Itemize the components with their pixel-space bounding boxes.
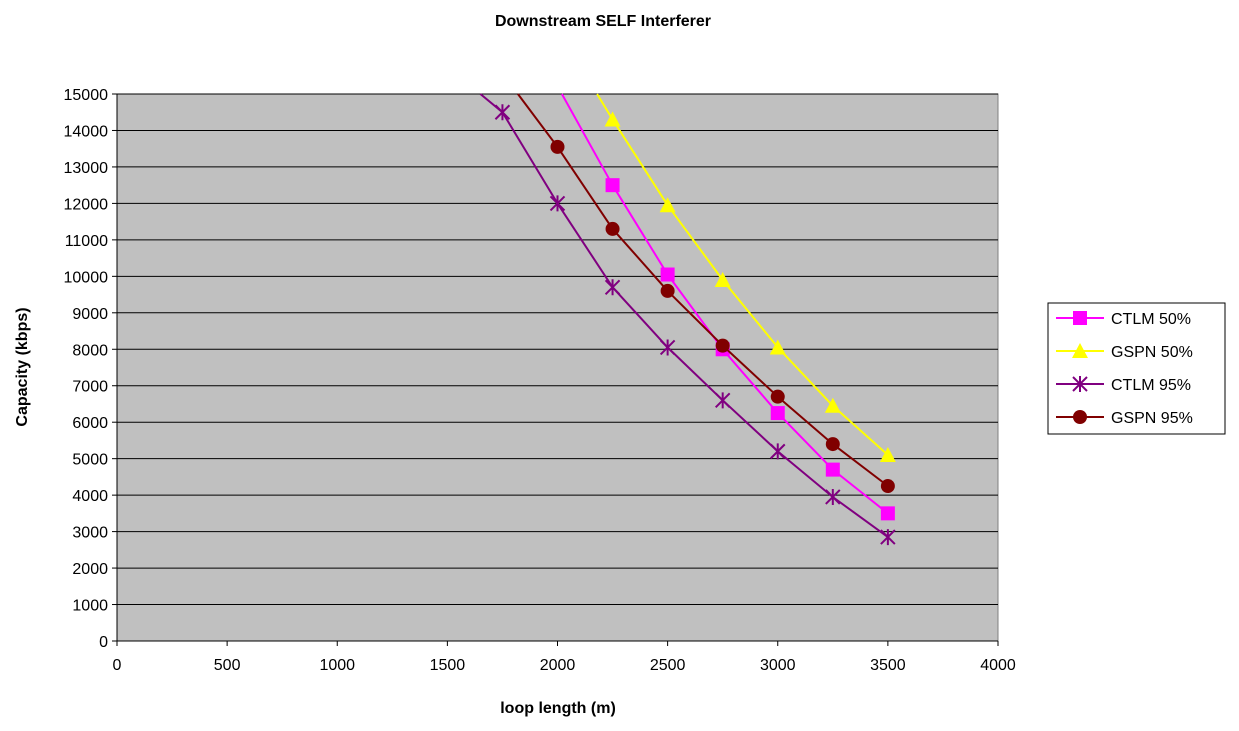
y-tick-label: 12000 <box>64 196 109 213</box>
y-tick-label: 3000 <box>72 525 108 542</box>
plot-area <box>116 93 999 642</box>
legend-label: GSPN 95% <box>1111 410 1193 427</box>
x-axis-label: loop length (m) <box>500 700 616 717</box>
data-point <box>605 178 620 193</box>
data-point <box>825 462 840 477</box>
legend-marker <box>1073 311 1087 325</box>
y-tick-label: 8000 <box>72 342 108 359</box>
legend-label: CTLM 95% <box>1111 377 1191 394</box>
legend-marker <box>1073 410 1087 424</box>
data-point <box>880 506 895 521</box>
y-tick-label: 0 <box>99 634 108 651</box>
data-point <box>494 104 511 121</box>
data-point <box>604 279 621 296</box>
data-point <box>549 195 566 212</box>
y-tick-label: 1000 <box>72 598 108 615</box>
data-point <box>769 339 786 355</box>
x-tick-label: 3500 <box>870 657 906 674</box>
data-point <box>715 338 730 353</box>
data-point <box>660 267 675 282</box>
x-tick-label: 2000 <box>540 657 576 674</box>
legend-label: GSPN 50% <box>1111 344 1193 361</box>
data-point <box>825 437 840 452</box>
y-axis-label: Capacity (kbps) <box>14 307 31 426</box>
data-point <box>770 443 786 460</box>
y-tick-label: 10000 <box>64 269 109 286</box>
y-tick-label: 11000 <box>65 233 108 250</box>
x-tick-label: 4000 <box>980 657 1016 674</box>
legend-label: CTLM 50% <box>1111 311 1191 328</box>
series-lines <box>479 93 896 546</box>
data-point <box>660 283 675 298</box>
x-tick-label: 1000 <box>319 657 355 674</box>
data-point <box>880 529 896 546</box>
y-tick-label: 5000 <box>72 452 108 469</box>
y-tick-label: 2000 <box>72 561 108 578</box>
y-tick-label: 13000 <box>64 160 109 177</box>
y-tick-label: 9000 <box>72 306 108 323</box>
x-tick-label: 2500 <box>650 657 686 674</box>
data-point <box>605 221 620 236</box>
legend-marker <box>1072 343 1088 358</box>
y-tick-label: 6000 <box>72 415 108 432</box>
x-tick-label: 500 <box>214 657 241 674</box>
data-point <box>770 406 785 421</box>
series-gspn-50 <box>596 93 896 463</box>
data-point <box>825 488 841 505</box>
data-point <box>714 392 731 409</box>
data-point <box>659 197 676 213</box>
gridlines <box>117 93 998 606</box>
legend-marker <box>1072 376 1088 392</box>
x-tick-label: 0 <box>113 657 122 674</box>
y-tick-label: 7000 <box>72 379 108 396</box>
y-tick-label: 15000 <box>64 87 109 104</box>
data-point <box>604 111 621 127</box>
data-point <box>880 479 895 494</box>
x-tick-label: 1500 <box>430 657 466 674</box>
data-point <box>879 447 896 463</box>
series-gspn-95 <box>517 93 895 494</box>
legend: CTLM 50% GSPN 50% CTLM 95% GSPN 95% <box>1047 302 1226 435</box>
series-ctlm-95 <box>479 93 896 546</box>
chart-title: Downstream SELF Interferer <box>495 13 711 30</box>
x-tick-label: 3000 <box>760 657 796 674</box>
data-point <box>770 389 785 404</box>
y-tick-label: 14000 <box>64 123 109 140</box>
data-point <box>659 339 676 356</box>
data-point <box>824 397 841 413</box>
series-line <box>517 93 889 487</box>
y-tick-label: 4000 <box>72 488 108 505</box>
data-point <box>714 271 731 287</box>
data-point <box>550 139 565 154</box>
axes: 0100020003000400050006000700080009000100… <box>64 87 1016 674</box>
